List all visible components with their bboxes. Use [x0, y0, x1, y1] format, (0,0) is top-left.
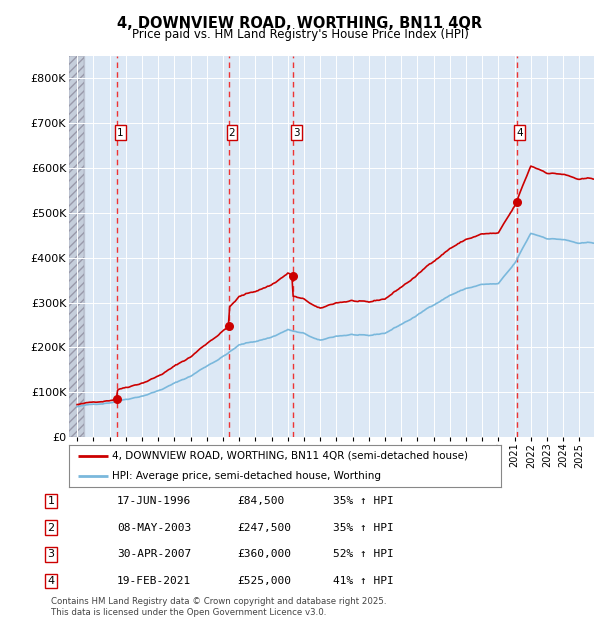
Text: 2: 2 — [229, 128, 235, 138]
Text: 35% ↑ HPI: 35% ↑ HPI — [333, 496, 394, 506]
Text: Price paid vs. HM Land Registry's House Price Index (HPI): Price paid vs. HM Land Registry's House … — [131, 28, 469, 41]
Text: 19-FEB-2021: 19-FEB-2021 — [117, 576, 191, 586]
Point — [512, 197, 521, 206]
Text: £84,500: £84,500 — [237, 496, 284, 506]
Text: 4: 4 — [47, 576, 55, 586]
Text: 3: 3 — [47, 549, 55, 559]
Text: £525,000: £525,000 — [237, 576, 291, 586]
Text: 52% ↑ HPI: 52% ↑ HPI — [333, 549, 394, 559]
Text: 08-MAY-2003: 08-MAY-2003 — [117, 523, 191, 533]
Bar — [69, 56, 84, 437]
Text: 1: 1 — [117, 128, 124, 138]
Bar — [69, 56, 84, 437]
Text: 4, DOWNVIEW ROAD, WORTHING, BN11 4QR: 4, DOWNVIEW ROAD, WORTHING, BN11 4QR — [118, 16, 482, 30]
Point — [112, 394, 122, 404]
Text: £247,500: £247,500 — [237, 523, 291, 533]
Text: 30-APR-2007: 30-APR-2007 — [117, 549, 191, 559]
Text: 4: 4 — [517, 128, 523, 138]
Text: 41% ↑ HPI: 41% ↑ HPI — [333, 576, 394, 586]
Point — [224, 321, 233, 331]
Text: 2: 2 — [47, 523, 55, 533]
Text: £360,000: £360,000 — [237, 549, 291, 559]
Text: 3: 3 — [293, 128, 300, 138]
Text: 4, DOWNVIEW ROAD, WORTHING, BN11 4QR (semi-detached house): 4, DOWNVIEW ROAD, WORTHING, BN11 4QR (se… — [112, 451, 468, 461]
Text: 35% ↑ HPI: 35% ↑ HPI — [333, 523, 394, 533]
Text: HPI: Average price, semi-detached house, Worthing: HPI: Average price, semi-detached house,… — [112, 471, 381, 480]
Text: Contains HM Land Registry data © Crown copyright and database right 2025.
This d: Contains HM Land Registry data © Crown c… — [51, 598, 386, 617]
Point — [288, 271, 298, 281]
Text: 17-JUN-1996: 17-JUN-1996 — [117, 496, 191, 506]
Text: 1: 1 — [47, 496, 55, 506]
